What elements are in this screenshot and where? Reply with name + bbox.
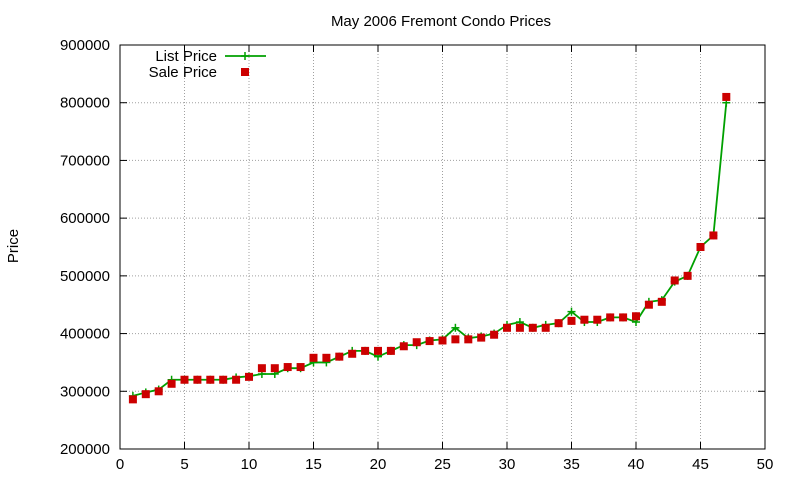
sale-price-point (696, 243, 705, 251)
y-tick-label: 900000 (60, 37, 110, 54)
sale-price-point (219, 375, 228, 384)
x-tick-label: 20 (370, 456, 387, 473)
sale-price-point (657, 297, 666, 306)
sale-price-point (206, 375, 215, 384)
y-tick-label: 200000 (60, 441, 110, 458)
sale-price-point (257, 364, 266, 373)
sale-price-point (567, 316, 576, 325)
x-tick-label: 40 (628, 456, 645, 473)
sale-price-point (644, 300, 653, 309)
list-price-line (132, 102, 728, 397)
sale-price-point (241, 68, 249, 76)
sale-price-point (232, 375, 241, 384)
sale-price-point (180, 375, 189, 384)
chart-title: May 2006 Fremont Condo Prices (331, 13, 551, 30)
x-tick-label: 25 (434, 456, 451, 473)
sale-price-point (322, 353, 331, 362)
y-tick-label: 700000 (60, 152, 110, 169)
sale-price-point (541, 323, 550, 332)
list-price-point (451, 323, 460, 332)
sale-price-point (554, 319, 563, 328)
sale-price-point (141, 390, 150, 399)
sale-price-point (490, 330, 499, 339)
sale-price-point (335, 352, 344, 361)
sale-price-point (399, 342, 408, 351)
sale-price-point (477, 333, 486, 342)
sale-price-point (619, 313, 628, 322)
series-list-price (128, 98, 731, 400)
y-tick-label: 400000 (60, 326, 110, 343)
sale-price-point (374, 346, 382, 355)
grid (120, 45, 765, 449)
x-tick-label: 50 (757, 456, 774, 473)
series (128, 92, 731, 404)
sale-price-point (386, 346, 395, 355)
sale-price-point (515, 323, 524, 332)
x-tick-label: 45 (692, 456, 709, 473)
sale-price-point (503, 323, 511, 332)
x-tick-label: 5 (180, 456, 188, 473)
sale-price-point (412, 338, 421, 347)
legend-label: Sale Price (149, 64, 217, 81)
sale-price-point (632, 312, 640, 321)
sale-price-point (438, 336, 447, 345)
x-tick-label: 10 (241, 456, 258, 473)
sale-price-point (193, 375, 202, 384)
y-axis-label: Price (5, 229, 22, 263)
x-tick-label: 30 (499, 456, 516, 473)
sale-price-point (425, 337, 434, 346)
sale-price-point (283, 363, 292, 372)
sale-price-point (580, 315, 589, 324)
sale-price-point (722, 92, 731, 101)
sale-price-point (309, 353, 318, 362)
y-tick-label: 500000 (60, 268, 110, 285)
x-tick-label: 0 (116, 456, 124, 473)
list-price-point (567, 307, 576, 316)
sale-price-point (361, 346, 370, 355)
axis-ticks: 0 5 10 15 20 25 30 35 40 45 50 200000 300000 400000 50… (60, 37, 773, 473)
sale-price-point (348, 349, 357, 358)
y-tick-label: 300000 (60, 383, 110, 400)
sale-price-point (709, 231, 718, 240)
sale-price-point (154, 387, 163, 396)
y-tick-label: 800000 (60, 95, 110, 112)
sale-price-point (464, 335, 473, 344)
sale-price-point (167, 379, 176, 388)
legend-label: List Price (155, 48, 217, 65)
x-tick-label: 15 (305, 456, 322, 473)
list-price-point (241, 52, 249, 60)
sale-price-point (245, 372, 253, 381)
series-sale-price (128, 92, 731, 404)
y-tick-label: 600000 (60, 210, 110, 227)
sale-price-point (270, 364, 279, 373)
sale-price-point (128, 395, 137, 404)
sale-price-point (528, 323, 537, 332)
x-tick-label: 35 (563, 456, 580, 473)
sale-price-point (296, 363, 305, 372)
sale-price-point (451, 335, 460, 344)
sale-price-point (606, 313, 615, 322)
sale-price-point (670, 276, 679, 285)
sale-price-point (683, 271, 692, 280)
sale-price-point (593, 315, 602, 324)
